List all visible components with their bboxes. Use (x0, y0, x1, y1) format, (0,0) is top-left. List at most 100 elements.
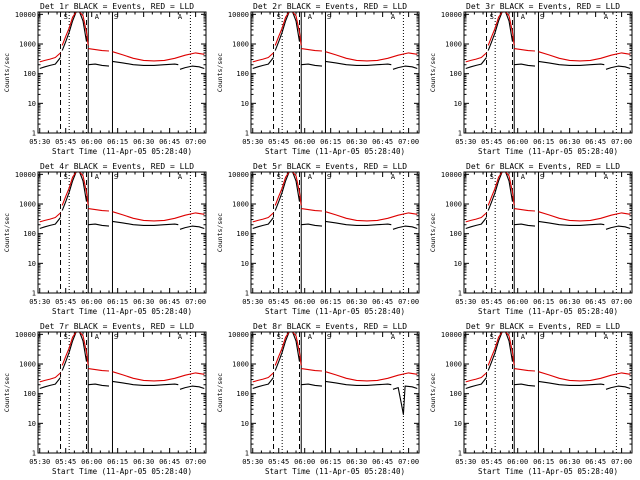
y-tick-label: 1000 (445, 41, 462, 49)
x-tick-label: 05:30 (455, 138, 476, 146)
plot-frame (250, 171, 420, 294)
events-series-line (465, 217, 487, 230)
x-axis-label: Start Time (11-Apr-05 05:28:40) (52, 147, 192, 156)
event-marker: A (178, 13, 183, 21)
detector-panel: Det 4r BLACK = Events, RED = LLD Counts/s… (0, 160, 213, 320)
event-marker: S (64, 13, 68, 21)
events-series-line (179, 225, 205, 230)
events-series-line (179, 385, 205, 390)
events-series-line (392, 385, 418, 415)
lld-series-line (88, 208, 110, 212)
y-axis-label: Counts/sec (429, 53, 437, 92)
events-series-line (301, 63, 323, 67)
x-tick-label: 06:45 (159, 458, 180, 466)
y-axis-label: Counts/sec (3, 373, 11, 412)
y-axis-label: Counts/sec (216, 53, 224, 92)
events-series-line (487, 331, 514, 371)
x-tick-label: 06:15 (107, 298, 128, 306)
lld-series-line (112, 51, 205, 62)
x-tick-label: 05:30 (29, 458, 50, 466)
y-axis-label: Counts/sec (429, 213, 437, 252)
x-tick-label: 06:15 (107, 458, 128, 466)
events-series-line (61, 331, 88, 371)
x-tick-label: 06:45 (372, 298, 393, 306)
lld-series-line (301, 368, 323, 372)
events-series-line (538, 220, 605, 226)
event-marker: S (490, 333, 494, 341)
y-tick-label: 100 (23, 230, 36, 238)
lld-series-line (465, 52, 487, 63)
x-tick-label: 06:15 (320, 458, 341, 466)
y-tick-label: 1000 (19, 201, 36, 209)
plot-frame (250, 11, 420, 134)
y-tick-label: 10 (28, 100, 36, 108)
y-tick-label: 1 (458, 130, 462, 138)
detector-panel: Det 9r BLACK = Events, RED = LLD Counts/s… (426, 320, 639, 480)
event-marker: A (604, 173, 609, 181)
y-tick-label: 1 (245, 290, 249, 298)
events-series-line (88, 223, 110, 227)
events-series-line (514, 223, 536, 227)
detector-plot: Det 1r BLACK = Events, RED = LLD Counts/s… (3, 2, 207, 156)
detector-panel: Det 3r BLACK = Events, RED = LLD Counts/s… (426, 0, 639, 160)
event-marker: A (308, 173, 313, 181)
events-series-line (274, 11, 301, 51)
x-tick-label: 05:45 (55, 458, 76, 466)
events-series-line (325, 380, 392, 386)
events-series-line (514, 383, 536, 387)
x-tick-label: 06:30 (559, 138, 580, 146)
events-series-line (325, 220, 392, 226)
x-tick-label: 06:15 (107, 138, 128, 146)
y-tick-label: 1 (32, 450, 36, 458)
y-tick-label: 10 (28, 420, 36, 428)
x-tick-label: 06:45 (159, 298, 180, 306)
panel-title: Det 3r BLACK = Events, RED = LLD (466, 2, 620, 11)
event-marker: S (277, 173, 281, 181)
panel-title: Det 8r BLACK = Events, RED = LLD (253, 322, 407, 331)
events-series-line (605, 385, 631, 390)
x-tick-label: 07:00 (185, 458, 206, 466)
events-series-line (274, 171, 301, 211)
lld-series-line (325, 371, 418, 382)
y-tick-label: 1000 (232, 201, 249, 209)
y-tick-label: 10 (28, 260, 36, 268)
events-series-line (392, 225, 418, 230)
x-tick-label: 05:45 (268, 458, 289, 466)
y-tick-label: 1000 (232, 361, 249, 369)
event-marker: S (114, 13, 118, 21)
x-tick-label: 06:45 (159, 138, 180, 146)
events-series-line (61, 11, 88, 51)
x-tick-label: 06:30 (346, 298, 367, 306)
plot-frame (250, 331, 420, 454)
y-tick-label: 10 (454, 100, 462, 108)
x-tick-label: 06:00 (294, 138, 315, 146)
x-tick-label: 06:30 (133, 138, 154, 146)
y-tick-label: 100 (449, 390, 462, 398)
events-series-line (605, 65, 631, 70)
x-tick-label: 07:00 (398, 298, 419, 306)
events-series-line (39, 217, 61, 230)
x-tick-label: 06:45 (585, 298, 606, 306)
event-marker: A (391, 13, 396, 21)
lld-series-line (325, 51, 418, 62)
events-series-line (252, 57, 274, 70)
x-tick-label: 06:15 (533, 138, 554, 146)
lld-series-line (88, 48, 110, 52)
y-tick-label: 1000 (19, 361, 36, 369)
y-tick-label: 100 (449, 70, 462, 78)
x-tick-label: 06:45 (372, 138, 393, 146)
events-series-line (392, 65, 418, 70)
event-marker: A (308, 13, 313, 21)
y-tick-label: 100 (23, 70, 36, 78)
y-tick-label: 1000 (445, 201, 462, 209)
event-marker: S (114, 173, 118, 181)
detector-plot: Det 8r BLACK = Events, RED = LLD Counts/s… (216, 322, 420, 476)
lld-series-line (39, 372, 61, 383)
lld-series-line (252, 212, 274, 223)
events-series-line (61, 171, 88, 211)
detector-panel: Det 6r BLACK = Events, RED = LLD Counts/s… (426, 160, 639, 320)
event-marker: S (277, 13, 281, 21)
lld-series-line (39, 52, 61, 63)
x-tick-label: 06:00 (294, 298, 315, 306)
